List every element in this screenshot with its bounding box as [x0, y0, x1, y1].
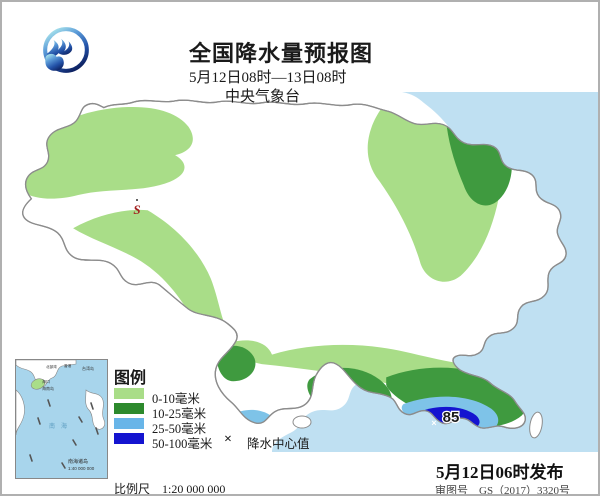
svg-text:S: S [133, 202, 140, 217]
svg-text:香港: 香港 [64, 363, 72, 368]
svg-text:南 海: 南 海 [49, 422, 67, 430]
svg-text:海南岛: 海南岛 [42, 385, 54, 391]
svg-text:85: 85 [443, 409, 460, 426]
svg-text:海口: 海口 [42, 378, 50, 384]
svg-text:1:40 000 000: 1:40 000 000 [68, 466, 95, 471]
svg-text:台湾岛: 台湾岛 [82, 365, 94, 371]
svg-text:北部湾: 北部湾 [46, 364, 57, 369]
svg-text:南海诸岛: 南海诸岛 [68, 458, 88, 465]
svg-text:×: × [431, 418, 436, 428]
